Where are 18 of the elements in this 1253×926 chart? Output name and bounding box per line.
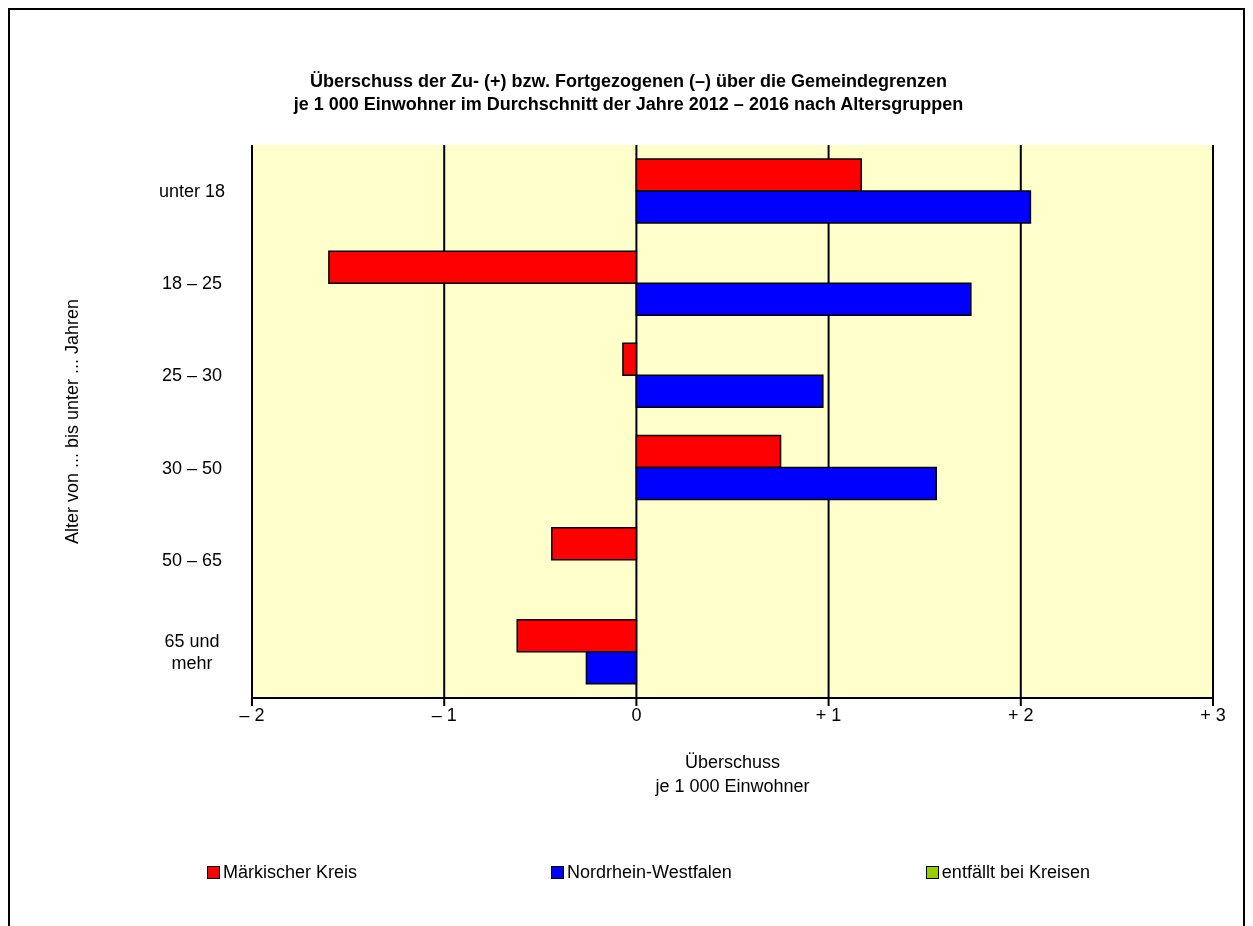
y-tick-label: 30 – 50 [161,457,223,478]
x-tick-label: – 2 [239,704,265,725]
y-tick-label: 18 – 25 [161,273,223,294]
legend-label: Nordrhein-Westfalen [567,862,732,883]
x-tick-label: 0 [631,704,642,725]
x-axis-title: Überschuss je 1 000 Einwohner [654,751,811,798]
x-tick-label: + 1 [815,704,842,725]
chart-title: Überschuss der Zu- (+) bzw. Fortgezogenen (–) über die Gemeindegrenzen je 1 000 Einwohner im Durchschnitt der Jahre 2012 – 2016 nach Altersgruppen [292,70,965,116]
y-tick-label: 50 – 65 [161,549,223,570]
legend-label: entfällt bei Kreisen [941,862,1090,883]
y-tick-label: 65 und mehr [164,630,220,673]
y-tick-label: unter 18 [158,181,226,202]
legend-label: Märkischer Kreis [223,862,358,883]
y-axis-title: Alter von ... bis unter ... Jahren [62,298,83,545]
x-tick-label: + 3 [1200,704,1226,725]
y-tick-label: 25 – 30 [161,365,223,386]
x-tick-label: – 1 [431,704,457,725]
x-tick-label: + 2 [1008,704,1034,725]
